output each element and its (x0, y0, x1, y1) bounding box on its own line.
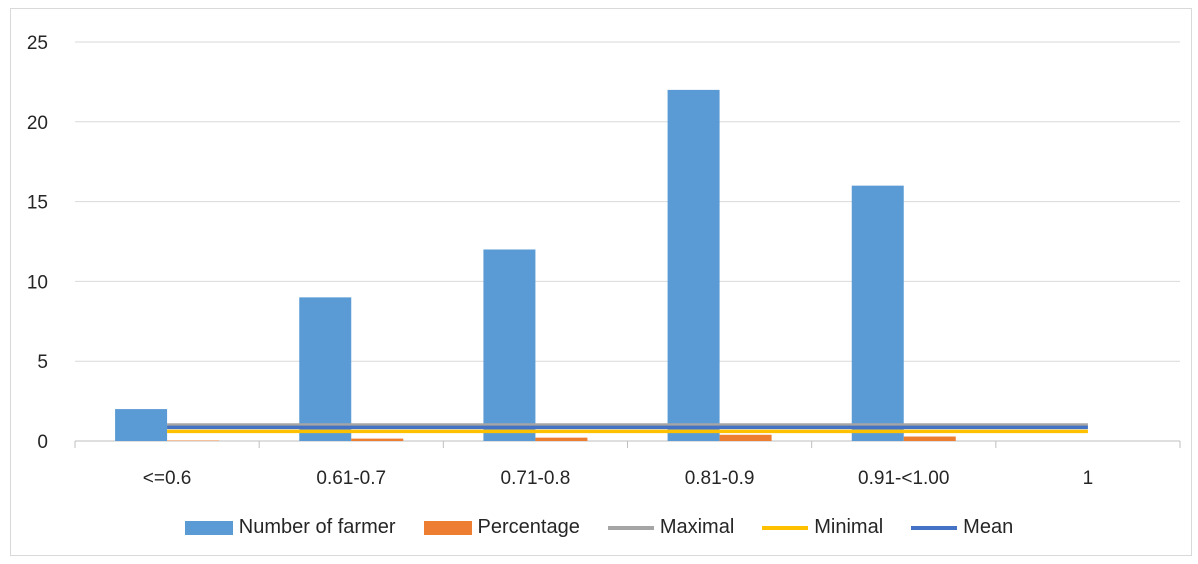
legend-swatch-number-of-farmer (184, 520, 233, 535)
bar-percentage-4 (903, 436, 956, 441)
bar-percentage-1 (351, 438, 404, 441)
legend-item-maximal: Maximal (607, 516, 735, 539)
legend-item-percentage: Percentage (423, 516, 580, 539)
legend-swatch-mean (911, 525, 958, 530)
y-tick-label-10: 10 (27, 272, 48, 293)
legend-item-mean: Mean (911, 516, 1013, 539)
legend-swatch-minimal (762, 525, 809, 530)
y-tick-label-15: 15 (27, 193, 48, 214)
bar-number-of-farmer-2 (483, 249, 536, 441)
x-tick-label-3: 0.81-0.9 (685, 468, 755, 489)
x-tick-label-0: <=0.6 (143, 468, 192, 489)
legend-label-maximal: Maximal (659, 516, 735, 538)
bar-number-of-farmer-1 (299, 297, 352, 441)
legend-label-percentage: Percentage (477, 516, 580, 538)
y-tick-label-25: 25 (27, 33, 48, 54)
x-tick-label-5: 1 (1083, 468, 1094, 489)
bar-number-of-farmer-0 (115, 409, 168, 441)
bar-number-of-farmer-4 (851, 185, 904, 441)
legend-swatch-percentage (423, 520, 472, 535)
legend-label-number-of-farmer: Number of farmer (238, 516, 396, 538)
legend-label-mean: Mean (963, 516, 1014, 538)
x-tick-label-4: 0.91-<1.00 (858, 468, 949, 489)
legend-item-number-of-farmer: Number of farmer (184, 516, 396, 539)
legend-item-minimal: Minimal (762, 516, 883, 539)
x-tick-label-2: 0.71-0.8 (501, 468, 571, 489)
legend-swatch-maximal (607, 525, 654, 530)
y-tick-label-5: 5 (37, 352, 48, 373)
x-tick-label-1: 0.61-0.7 (316, 468, 386, 489)
y-tick-label-20: 20 (27, 113, 48, 134)
bar-percentage-3 (719, 434, 772, 441)
bar-percentage-2 (535, 437, 588, 441)
legend-label-minimal: Minimal (814, 516, 884, 538)
chart-legend: Number of farmer Percentage Maximal Mini… (0, 516, 1198, 539)
chart-frame (10, 8, 1192, 556)
y-tick-label-0: 0 (37, 432, 48, 453)
bar-number-of-farmer-3 (667, 89, 720, 441)
